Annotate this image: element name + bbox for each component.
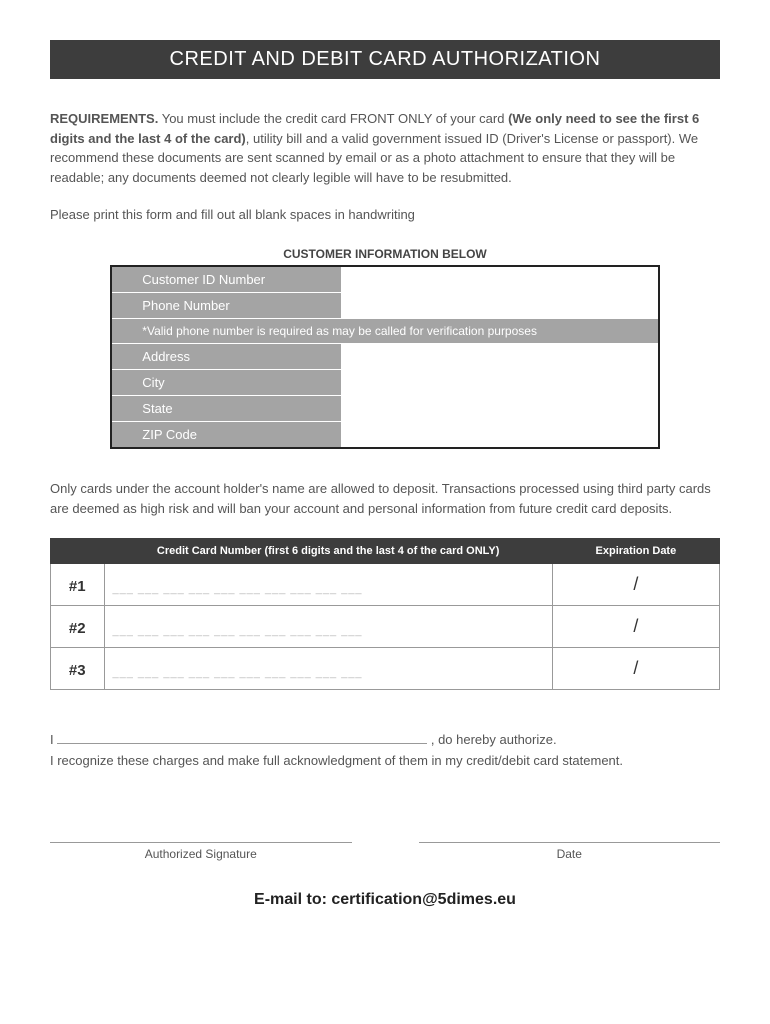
cc-row-3-number[interactable]: ___ ___ ___ ___ ___ ___ ___ ___ ___ ___ xyxy=(104,648,552,690)
cc-row-2-num: #2 xyxy=(51,606,105,648)
requirements-text-1: You must include the credit card FRONT O… xyxy=(158,111,508,126)
phone-input[interactable] xyxy=(341,293,659,319)
requirements-label: REQUIREMENTS. xyxy=(50,111,158,126)
customer-id-label: Customer ID Number xyxy=(111,266,341,293)
cc-header-exp: Expiration Date xyxy=(552,539,719,564)
zip-label: ZIP Code xyxy=(111,422,341,449)
auth-suffix: , do hereby authorize. xyxy=(427,732,556,747)
customer-id-input[interactable] xyxy=(341,266,659,293)
print-instruction: Please print this form and fill out all … xyxy=(50,207,720,222)
cc-row-2-number[interactable]: ___ ___ ___ ___ ___ ___ ___ ___ ___ ___ xyxy=(104,606,552,648)
page-title: CREDIT AND DEBIT CARD AUTHORIZATION xyxy=(50,40,720,79)
cc-header-blank xyxy=(51,539,105,564)
city-input[interactable] xyxy=(341,370,659,396)
state-input[interactable] xyxy=(341,396,659,422)
phone-note: *Valid phone number is required as may b… xyxy=(111,319,658,344)
date-block: Date xyxy=(419,842,721,861)
phone-label: Phone Number xyxy=(111,293,341,319)
address-input[interactable] xyxy=(341,344,659,370)
address-label: Address xyxy=(111,344,341,370)
city-label: City xyxy=(111,370,341,396)
auth-name-blank[interactable] xyxy=(57,743,427,744)
customer-info-table: Customer ID Number Phone Number *Valid p… xyxy=(110,265,659,449)
date-label: Date xyxy=(419,842,721,861)
signature-label: Authorized Signature xyxy=(50,842,352,861)
footer-email: E-mail to: certification@5dimes.eu xyxy=(50,891,720,909)
auth-prefix: I xyxy=(50,732,57,747)
cc-row-1-exp[interactable]: / xyxy=(552,564,719,606)
customer-info-header: CUSTOMER INFORMATION BELOW xyxy=(50,247,720,261)
authorization-text: I , do hereby authorize. I recognize the… xyxy=(50,730,720,772)
signature-block: Authorized Signature xyxy=(50,842,352,861)
credit-card-table: Credit Card Number (first 6 digits and t… xyxy=(50,538,720,690)
requirements-paragraph: REQUIREMENTS. You must include the credi… xyxy=(50,109,720,187)
signature-row: Authorized Signature Date xyxy=(50,842,720,861)
cc-row-1-num: #1 xyxy=(51,564,105,606)
cc-header-number: Credit Card Number (first 6 digits and t… xyxy=(104,539,552,564)
cc-row-3: #3 ___ ___ ___ ___ ___ ___ ___ ___ ___ _… xyxy=(51,648,720,690)
cc-row-3-num: #3 xyxy=(51,648,105,690)
cc-row-2: #2 ___ ___ ___ ___ ___ ___ ___ ___ ___ _… xyxy=(51,606,720,648)
cc-row-2-exp[interactable]: / xyxy=(552,606,719,648)
cards-note: Only cards under the account holder's na… xyxy=(50,479,720,518)
cc-row-1-number[interactable]: ___ ___ ___ ___ ___ ___ ___ ___ ___ ___ xyxy=(104,564,552,606)
state-label: State xyxy=(111,396,341,422)
cc-row-1: #1 ___ ___ ___ ___ ___ ___ ___ ___ ___ _… xyxy=(51,564,720,606)
auth-line2: I recognize these charges and make full … xyxy=(50,753,623,768)
zip-input[interactable] xyxy=(341,422,659,449)
cc-row-3-exp[interactable]: / xyxy=(552,648,719,690)
